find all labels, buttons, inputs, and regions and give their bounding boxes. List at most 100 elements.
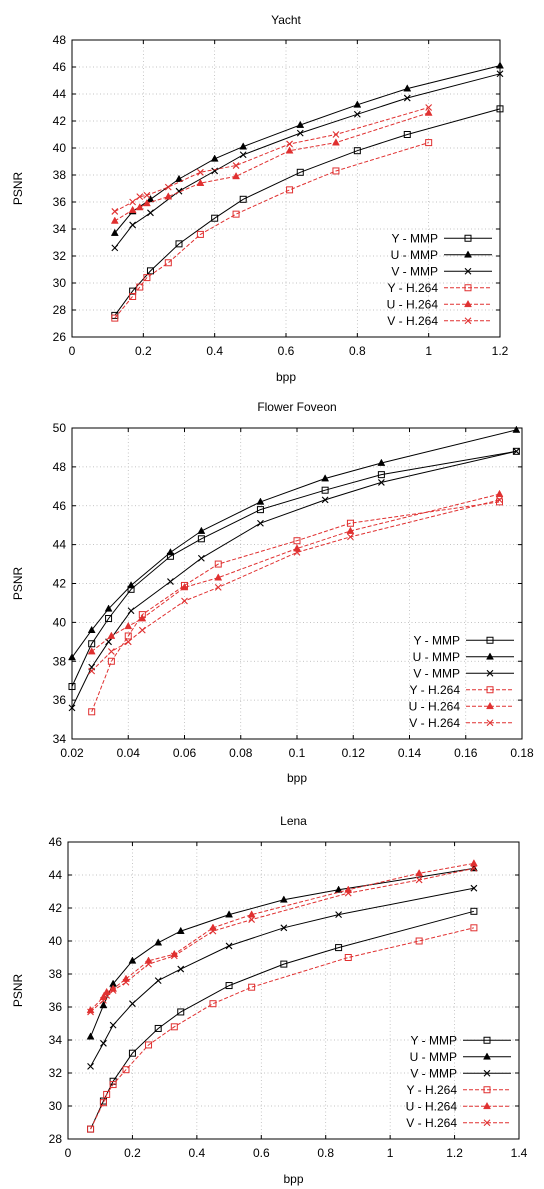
x-tick-label: 0.4 xyxy=(189,1146,206,1160)
legend-label: V - MMP xyxy=(410,1066,457,1080)
data-point xyxy=(166,548,175,556)
chart-0: 0 0.2 0.4 0.6 0.8 1 1.2 26 28 30 32 34 36 38 40 42 44 46 4… xyxy=(11,13,509,384)
data-point xyxy=(176,926,185,934)
data-point xyxy=(136,193,144,200)
y-tick-label: 36 xyxy=(53,693,67,707)
y-tick-label: 40 xyxy=(53,141,67,155)
y-axis-label: PSNR xyxy=(11,566,25,600)
y-tick-label: 40 xyxy=(53,615,67,629)
data-point xyxy=(425,104,433,111)
data-point xyxy=(225,910,233,918)
legend-label: U - MMP xyxy=(391,248,438,262)
legend-label: Y - MMP xyxy=(411,1033,457,1047)
data-point xyxy=(164,259,172,267)
data-point xyxy=(286,186,294,194)
x-tick-label: 0.1 xyxy=(289,746,306,760)
y-tick-label: 46 xyxy=(49,835,63,849)
series-u-mmp xyxy=(86,864,478,1040)
y-tick-label: 42 xyxy=(49,901,63,915)
data-point xyxy=(88,667,96,675)
legend-label: U - H.264 xyxy=(387,297,439,311)
series-y-h-264 xyxy=(111,139,433,322)
data-point xyxy=(154,1024,162,1032)
data-point xyxy=(138,614,147,622)
series-line xyxy=(91,501,500,712)
data-point xyxy=(415,869,424,877)
series-v-h-264 xyxy=(88,496,503,675)
legend-label: Y - H.264 xyxy=(388,281,439,295)
data-point xyxy=(170,1023,178,1031)
data-point xyxy=(143,191,151,199)
data-point xyxy=(147,209,154,217)
data-point xyxy=(353,100,362,108)
legend-label: Y - MMP xyxy=(392,231,438,245)
data-point xyxy=(415,876,423,884)
data-point xyxy=(332,138,340,146)
legend-label: U - MMP xyxy=(413,650,460,664)
series-line xyxy=(90,927,475,1130)
data-point xyxy=(127,607,135,615)
data-point xyxy=(214,583,222,591)
data-point xyxy=(175,174,183,182)
data-point xyxy=(280,960,288,968)
x-tick-label: 1 xyxy=(425,344,432,358)
data-point xyxy=(88,708,96,716)
data-point xyxy=(403,84,412,92)
data-point xyxy=(496,61,504,69)
y-axis-label: PSNR xyxy=(11,973,25,1007)
data-point xyxy=(239,151,247,159)
x-tick-label: 0.08 xyxy=(229,746,253,760)
data-point xyxy=(167,578,174,585)
x-axis-label: bpp xyxy=(287,771,307,785)
data-point xyxy=(470,865,478,872)
data-point xyxy=(129,287,137,295)
data-point xyxy=(239,195,247,203)
legend-marker xyxy=(486,701,494,710)
data-point xyxy=(110,216,119,224)
x-tick-label: 0 xyxy=(65,1146,72,1160)
data-point xyxy=(470,924,478,932)
data-point xyxy=(164,192,173,200)
legend-label: Y - H.264 xyxy=(410,683,461,697)
series-line xyxy=(114,112,429,222)
data-point xyxy=(286,140,293,148)
data-point xyxy=(181,597,188,605)
legend: Y - MMP U - MMP V - MMP Y - H.264 U - H.264 V… xyxy=(409,633,514,730)
x-tick-label: 0.14 xyxy=(398,746,422,760)
legend-label: U - H.264 xyxy=(409,699,461,713)
data-point xyxy=(293,544,301,552)
data-point xyxy=(346,526,355,534)
series-line xyxy=(71,429,517,658)
data-point xyxy=(321,486,329,494)
plot-frame xyxy=(67,841,520,1140)
data-point xyxy=(180,583,189,591)
data-point xyxy=(128,1049,136,1057)
x-tick-label: 0.8 xyxy=(317,1146,334,1160)
data-point xyxy=(109,1021,117,1029)
data-point xyxy=(377,471,385,479)
data-point xyxy=(347,533,354,541)
series-u-mmp xyxy=(68,425,521,661)
data-point xyxy=(124,632,132,640)
x-tick-label: 0.6 xyxy=(278,344,295,358)
data-point xyxy=(214,560,222,568)
series-y-mmp xyxy=(68,447,520,691)
data-point xyxy=(495,489,504,497)
plot-frame xyxy=(71,39,501,338)
data-point xyxy=(122,1066,130,1074)
y-tick-label: 42 xyxy=(53,114,67,128)
data-point xyxy=(107,648,115,655)
data-point xyxy=(111,208,119,215)
y-tick-label: 40 xyxy=(49,934,63,948)
data-point xyxy=(279,895,288,903)
series-line xyxy=(114,107,429,212)
data-point xyxy=(146,194,155,203)
data-point xyxy=(87,647,96,655)
data-point xyxy=(403,131,411,138)
series-line xyxy=(114,108,501,316)
data-point xyxy=(377,479,385,486)
data-point xyxy=(109,987,117,994)
data-point xyxy=(285,146,294,154)
data-point xyxy=(129,198,137,206)
data-point xyxy=(296,120,305,128)
